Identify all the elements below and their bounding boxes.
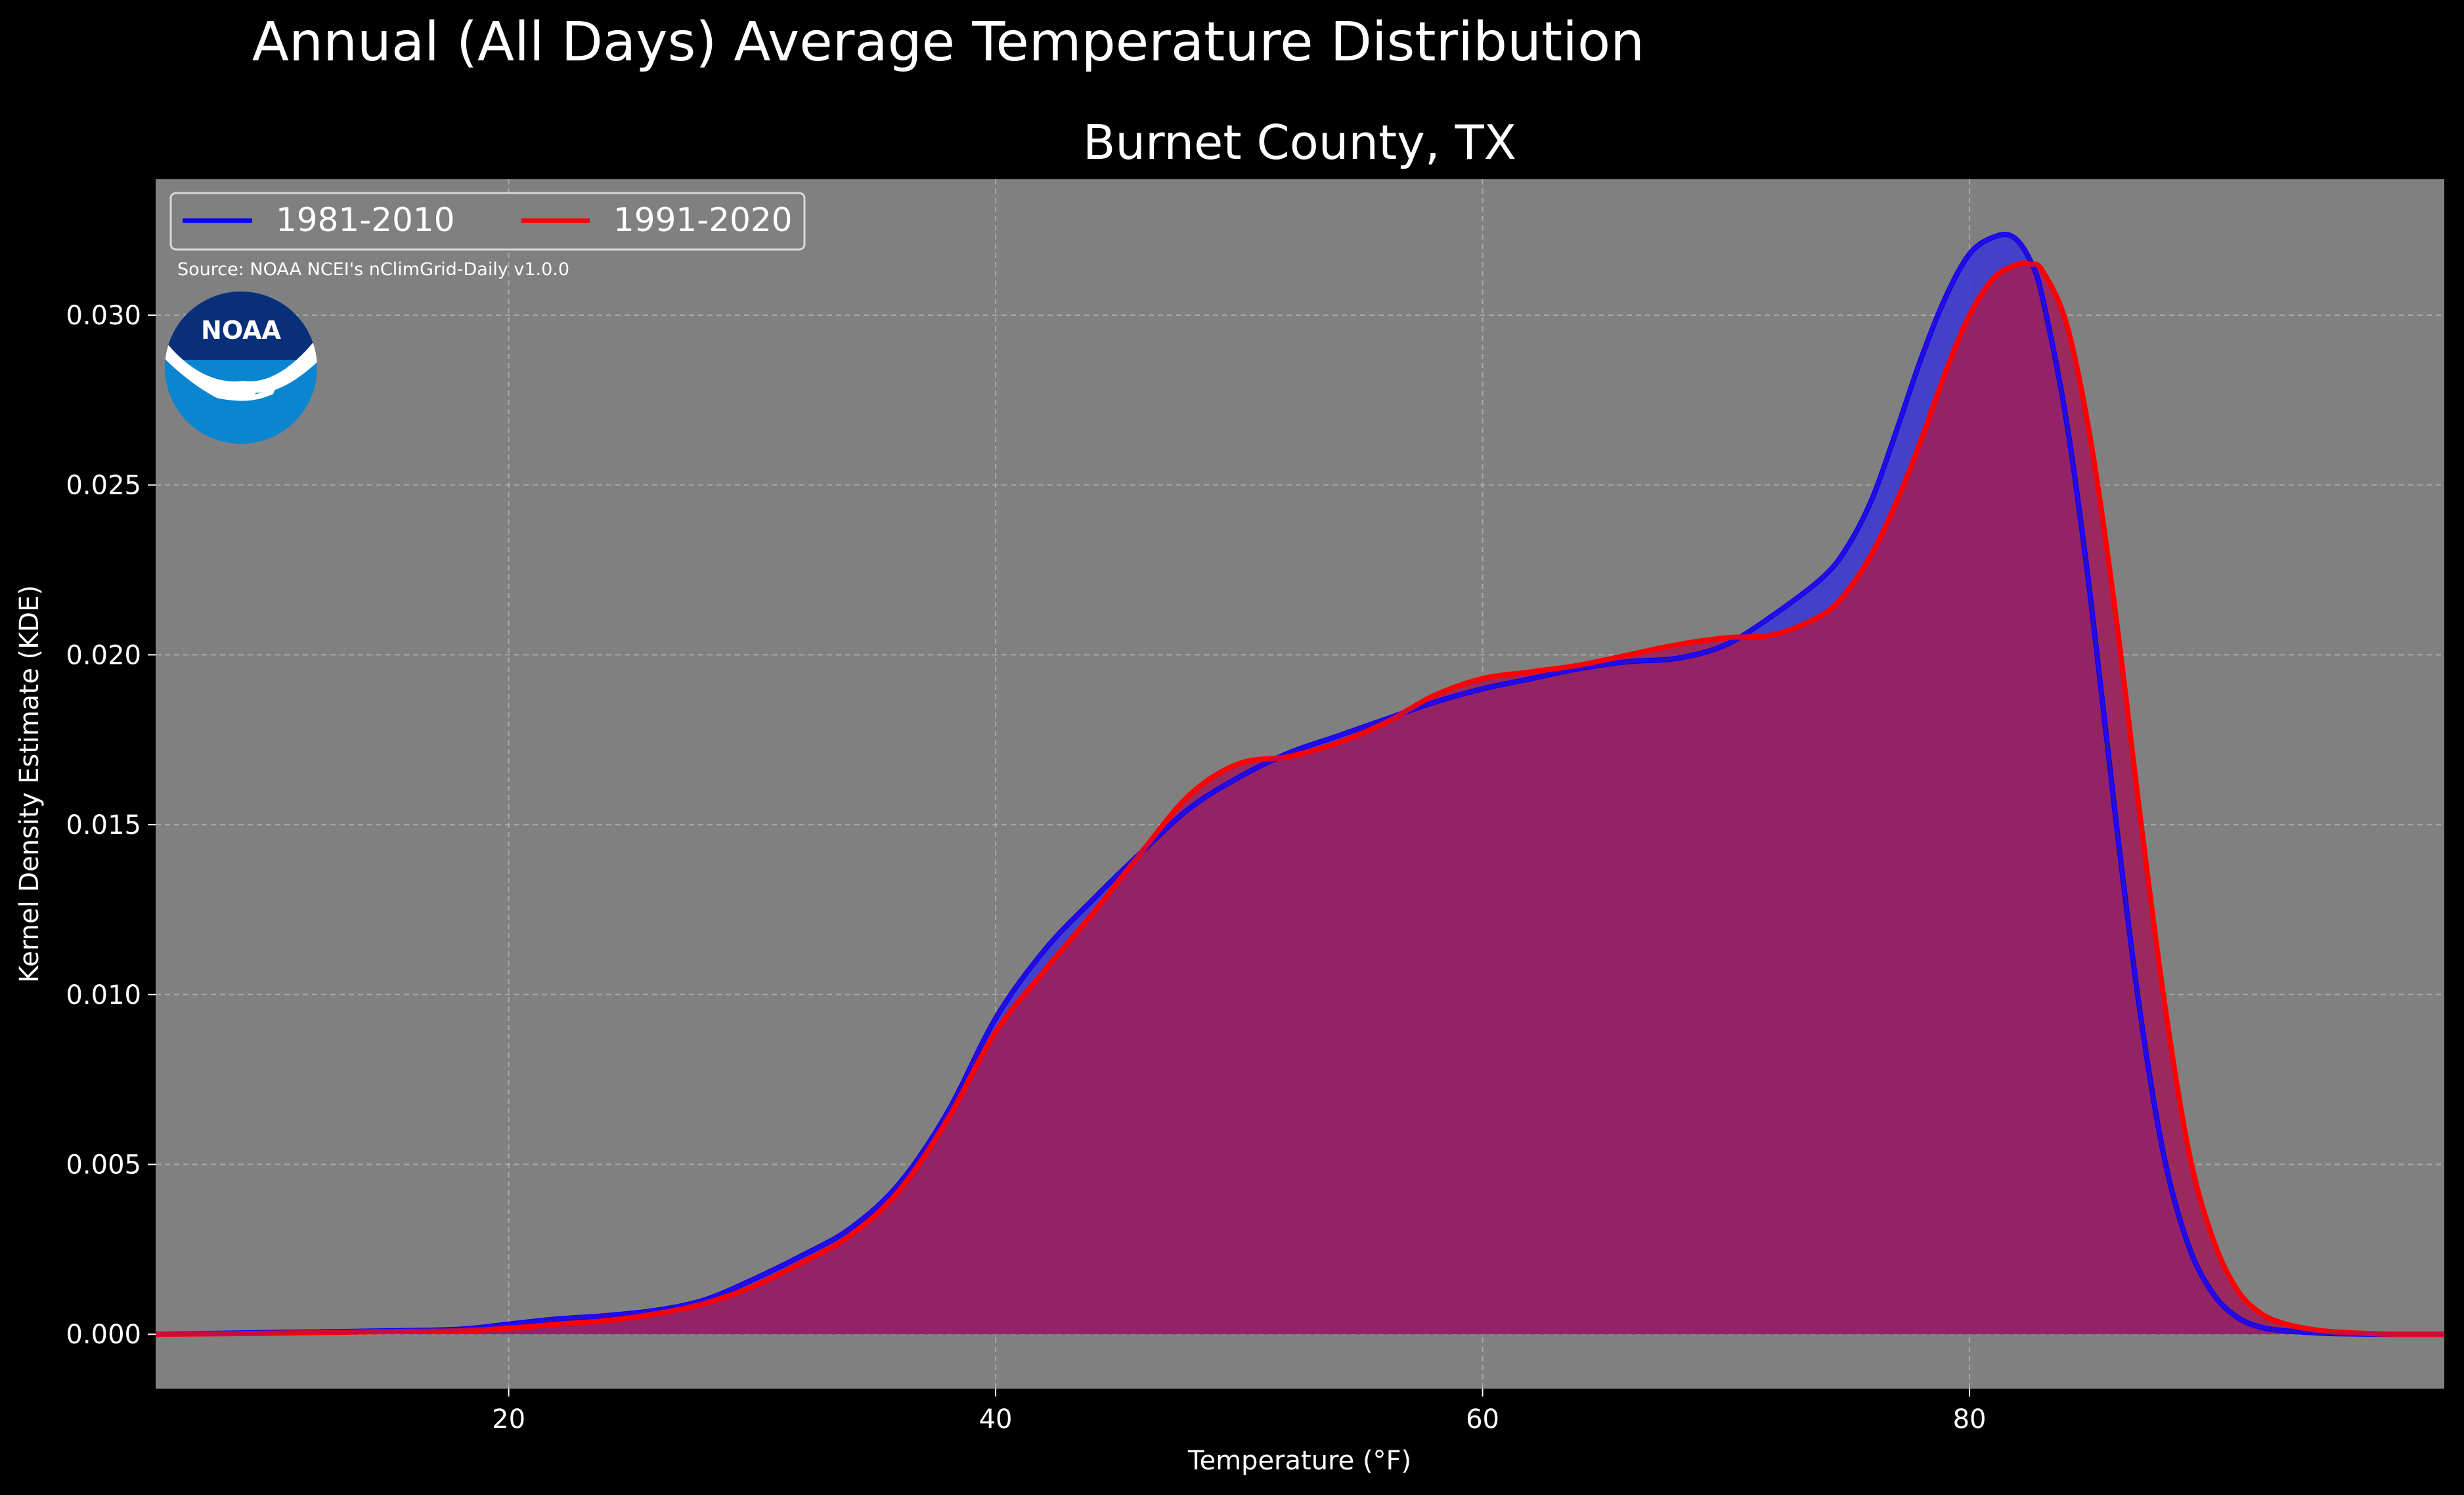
y-tick-label: 0.015 [66,810,141,840]
chart-title: Burnet County, TX [1083,115,1516,170]
series-layer [155,232,2445,1337]
x-tick-label: 20 [492,1404,525,1435]
legend-label-1991-2020: 1991-2020 [613,201,793,239]
x-axis-label: Temperature (°F) [1187,1446,1411,1476]
y-tick-label: 0.005 [66,1150,141,1181]
y-tick-label: 0.025 [66,471,141,501]
series-line-1991-2020 [155,260,2445,1337]
x-tick-label: 80 [1953,1404,1987,1435]
legend-label-1981-2010: 1981-2010 [276,201,455,239]
chart-suptitle: Annual (All Days) Average Temperature Di… [252,11,1644,74]
svg-text:NOAA: NOAA [201,316,281,345]
x-tick-label: 40 [979,1404,1013,1435]
legend-box [169,192,806,251]
series-line-1981-2010 [155,232,2445,1337]
axis-ticks: 20 40 60 80 0.000 0.005 0.010 0.015 0.020 0.025 0.… [66,301,1986,1435]
x-tick-label: 60 [1466,1404,1499,1435]
y-tick-label: 0.020 [66,640,141,670]
legend: 1981-2010 1991-2020 [169,192,806,251]
y-axis-label: Kernel Density Estimate (KDE) [14,585,45,983]
series-overlap-edge [155,232,2445,1337]
source-note: Source: NOAA NCEI's nClimGrid-Daily v1.0… [177,259,569,280]
series-area-1991-2020 [156,263,2444,1335]
y-tick-label: 0.030 [66,301,141,331]
y-tick-label: 0.000 [66,1320,141,1350]
y-tick-label: 0.010 [66,980,141,1010]
